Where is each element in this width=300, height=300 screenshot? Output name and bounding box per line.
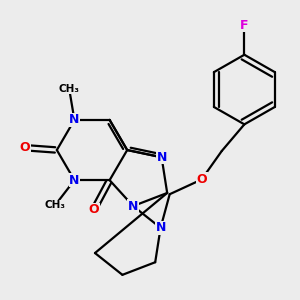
Text: N: N: [69, 174, 80, 187]
Text: N: N: [156, 151, 167, 164]
Text: O: O: [20, 141, 31, 154]
Text: N: N: [128, 200, 138, 212]
Text: N: N: [69, 113, 80, 126]
Text: F: F: [240, 19, 249, 32]
Text: N: N: [155, 221, 166, 234]
Text: CH₃: CH₃: [45, 200, 66, 210]
Text: O: O: [88, 203, 99, 216]
Text: CH₃: CH₃: [58, 84, 80, 94]
Text: O: O: [196, 173, 207, 186]
